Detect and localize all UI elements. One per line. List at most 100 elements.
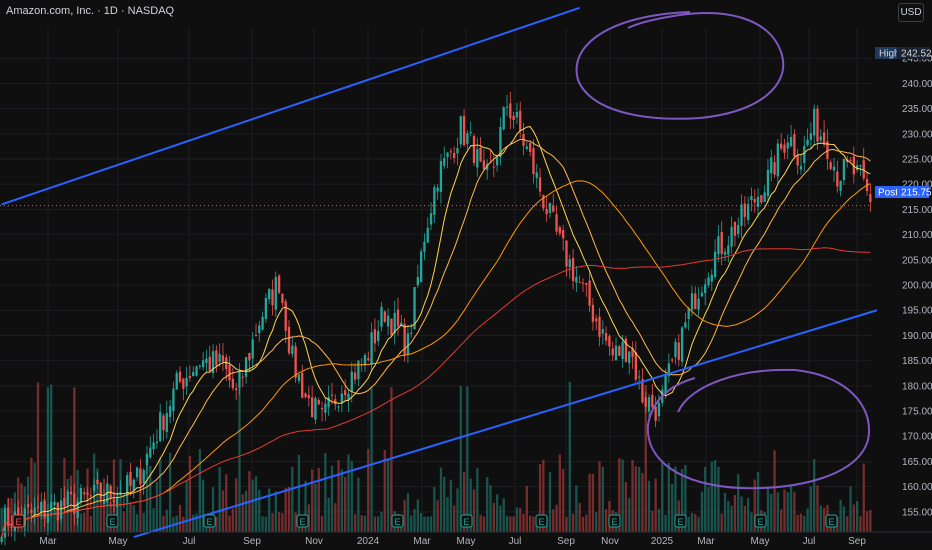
volume-bar bbox=[595, 512, 598, 532]
volume-bar bbox=[83, 512, 86, 532]
candle-body bbox=[248, 352, 251, 361]
volume-bar bbox=[370, 387, 373, 532]
volume-bar bbox=[96, 468, 99, 532]
earnings-icon[interactable]: E bbox=[391, 514, 404, 528]
earnings-icon[interactable]: E bbox=[12, 514, 25, 528]
x-tick-label: Mar bbox=[39, 536, 57, 547]
candle-body bbox=[548, 202, 552, 213]
candle-body bbox=[836, 171, 839, 187]
candle-body bbox=[149, 447, 152, 458]
trendline-1[interactable] bbox=[1, 6, 581, 206]
earnings-icon[interactable]: E bbox=[106, 514, 119, 528]
y-tick-label: 180.00 bbox=[902, 381, 932, 392]
volume-bar bbox=[377, 516, 380, 532]
volume-bar bbox=[274, 491, 277, 532]
volume-bar bbox=[314, 483, 317, 532]
volume-bar bbox=[865, 511, 869, 532]
candle-body bbox=[773, 162, 776, 175]
volume-bar bbox=[119, 459, 122, 532]
volume-bar bbox=[700, 491, 704, 532]
candle-body bbox=[621, 341, 624, 359]
candle-body bbox=[482, 160, 486, 170]
x-tick-label: May bbox=[109, 536, 128, 547]
earnings-icon[interactable]: E bbox=[754, 514, 767, 528]
candle-body bbox=[132, 479, 135, 491]
time-axis[interactable]: Mar May Jul Sep Nov 2024 Mar May Jul Sep Nov 2025 Ma… bbox=[0, 531, 932, 547]
annotation-circles[interactable] bbox=[575, 11, 870, 490]
volume-bar bbox=[264, 516, 268, 532]
candle-body bbox=[502, 107, 505, 130]
candle-body bbox=[380, 306, 383, 327]
volume-bar bbox=[780, 509, 783, 532]
candle-body bbox=[479, 147, 482, 162]
earnings-icon[interactable]: E bbox=[608, 514, 621, 528]
trendline-2[interactable] bbox=[133, 309, 878, 538]
candle-body bbox=[175, 373, 178, 390]
candle-body bbox=[562, 230, 565, 239]
candle-body bbox=[799, 165, 803, 170]
candle-body bbox=[746, 204, 750, 220]
candle-body bbox=[386, 315, 390, 327]
x-tick-label: Nov bbox=[601, 536, 619, 547]
candle-body bbox=[410, 332, 413, 334]
candle-body bbox=[806, 139, 809, 145]
volume-bar bbox=[634, 466, 637, 532]
candle-body bbox=[142, 470, 145, 484]
trendlines[interactable] bbox=[1, 6, 878, 538]
candle-body bbox=[92, 484, 96, 492]
volume-bar bbox=[796, 514, 799, 532]
candle-body bbox=[400, 322, 403, 326]
volume-bar bbox=[215, 516, 218, 532]
volume-bar bbox=[641, 473, 644, 532]
earnings-icon[interactable]: E bbox=[535, 514, 548, 528]
annotation-circle-top[interactable] bbox=[575, 11, 785, 120]
volume-bar bbox=[492, 502, 495, 532]
volume-bar bbox=[436, 500, 439, 532]
candle-body bbox=[826, 141, 829, 159]
volume-bar bbox=[509, 516, 512, 532]
volume-bar bbox=[360, 515, 363, 532]
earnings-icon-glyph: E bbox=[299, 517, 305, 527]
moving-averages bbox=[1, 126, 871, 538]
volume-bar bbox=[320, 516, 324, 532]
candle-body bbox=[495, 156, 499, 166]
volume-bar bbox=[581, 516, 585, 532]
candle-body bbox=[433, 187, 436, 215]
candle-body bbox=[575, 277, 578, 283]
candle-body bbox=[287, 326, 291, 354]
volume-bar bbox=[433, 486, 436, 532]
candle-body bbox=[595, 318, 598, 322]
currency-button[interactable]: USD bbox=[898, 3, 924, 22]
price-axis[interactable]: 155.00 160.00 165.00 170.00 175.00 180.00 185.… bbox=[902, 54, 932, 519]
earnings-icon[interactable]: E bbox=[674, 514, 687, 528]
candle-body bbox=[357, 360, 360, 380]
volume-bar bbox=[806, 508, 809, 532]
volume-bar bbox=[588, 473, 591, 532]
earnings-icon[interactable]: E bbox=[825, 514, 838, 528]
candle-body bbox=[277, 275, 281, 293]
earnings-icon-glyph: E bbox=[757, 517, 763, 527]
x-tick-label: Mar bbox=[697, 536, 715, 547]
volume-bar bbox=[707, 487, 710, 532]
candle-body bbox=[99, 482, 102, 500]
candle-body bbox=[185, 377, 188, 387]
candle-body bbox=[56, 502, 59, 521]
volume-bar bbox=[347, 454, 350, 532]
volume-bar bbox=[773, 450, 776, 532]
candle-body bbox=[793, 134, 796, 157]
volume-bar bbox=[162, 515, 165, 532]
y-tick-label: 165.00 bbox=[902, 457, 932, 468]
volume-bar bbox=[713, 460, 717, 532]
candle-body bbox=[667, 363, 671, 377]
volume-bar bbox=[211, 487, 215, 532]
earnings-icon[interactable]: E bbox=[296, 514, 309, 528]
volume-bar bbox=[142, 512, 145, 532]
earnings-icon[interactable]: E bbox=[460, 514, 473, 528]
volume-bar bbox=[218, 467, 221, 532]
candle-body bbox=[350, 371, 353, 393]
earnings-icon[interactable]: E bbox=[203, 514, 216, 528]
annotation-circle-bottom[interactable] bbox=[646, 368, 870, 490]
volume-bar bbox=[667, 462, 671, 532]
